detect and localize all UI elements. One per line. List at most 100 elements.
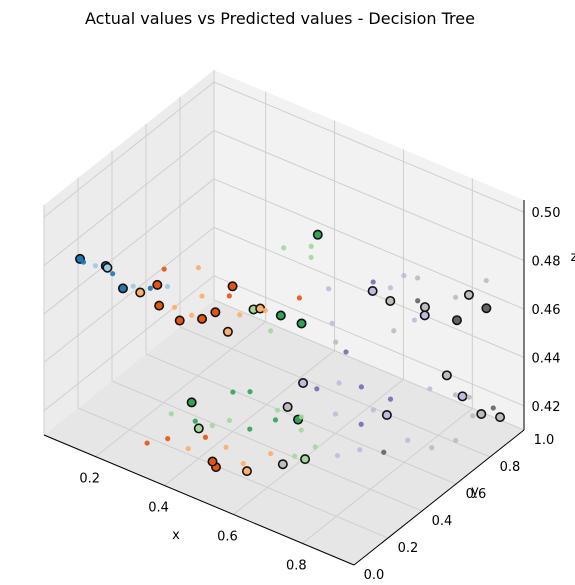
data-point <box>147 285 153 291</box>
data-point <box>326 286 332 292</box>
data-point <box>312 444 318 450</box>
data-point <box>466 394 472 400</box>
data-point <box>329 320 335 326</box>
data-point <box>247 389 253 395</box>
axis-panes <box>44 70 524 565</box>
grid-z-left <box>43 81 215 218</box>
data-point <box>453 437 459 444</box>
data-point-outlined <box>275 310 286 321</box>
y-tick-label: 1.0 <box>534 433 555 448</box>
data-point <box>165 436 171 442</box>
data-point <box>189 312 195 318</box>
z-axis-label: z <box>571 250 575 265</box>
data-point <box>308 254 314 260</box>
data-point <box>391 328 397 334</box>
data-point-outlined <box>197 313 208 324</box>
pane-floor <box>44 300 524 565</box>
data-point-outlined <box>277 459 288 470</box>
z-tick-label: 0.44 <box>532 351 561 366</box>
data-point <box>358 421 364 427</box>
grid-z-back <box>213 130 525 261</box>
data-points <box>75 229 506 477</box>
data-point <box>332 411 339 417</box>
data-point <box>381 449 387 455</box>
data-point-outlined <box>451 315 462 326</box>
grid-z-left <box>43 275 215 412</box>
data-point-outlined <box>210 307 221 318</box>
data-point-outlined <box>207 456 218 467</box>
data-point <box>262 307 268 313</box>
y-tick-label: 0.8 <box>500 460 521 475</box>
grid-z-left <box>43 226 215 363</box>
data-point <box>298 427 304 433</box>
grid-z-left <box>43 178 215 315</box>
data-point <box>343 349 349 355</box>
data-point <box>171 304 178 310</box>
y-tick-label: 0.6 <box>466 487 487 502</box>
data-point-outlined <box>476 408 487 419</box>
data-point <box>334 452 341 459</box>
data-point-outlined <box>457 391 468 402</box>
data-point-outlined <box>296 318 307 329</box>
data-point <box>429 445 435 451</box>
data-point <box>370 407 376 413</box>
grid-x-floor <box>95 321 266 458</box>
data-point-outlined <box>152 279 163 290</box>
x-tick-label: 0.6 <box>217 529 238 544</box>
data-point-outlined <box>441 370 452 381</box>
data-point <box>168 411 174 417</box>
chart-title: Actual values vs Predicted values - Deci… <box>85 9 475 28</box>
data-point <box>230 389 236 395</box>
grid-z-back <box>213 178 525 310</box>
data-point <box>164 283 171 290</box>
data-point <box>387 396 394 402</box>
data-point <box>223 444 229 450</box>
data-point <box>336 380 342 386</box>
data-point <box>272 417 279 423</box>
data-point <box>240 460 246 467</box>
x-tick-label: 0.8 <box>286 558 307 573</box>
x-tick-label: 0.4 <box>148 501 169 516</box>
data-point <box>192 418 198 424</box>
data-point-outlined <box>381 410 392 421</box>
y-axis-label: y <box>471 484 479 499</box>
data-point <box>358 384 364 390</box>
data-point <box>296 295 302 301</box>
data-point <box>387 285 394 291</box>
data-point <box>268 328 274 334</box>
y-tick-label: 0.2 <box>398 541 419 556</box>
pane-back <box>214 70 524 430</box>
grid-y-floor <box>179 326 491 458</box>
data-point <box>427 386 433 392</box>
data-point <box>110 271 116 277</box>
data-point-outlined <box>174 315 185 326</box>
y-tick-label: 0.4 <box>432 514 453 529</box>
data-point <box>144 440 150 446</box>
data-point <box>452 392 459 398</box>
data-point-outlined <box>222 326 233 337</box>
data-point <box>298 414 305 420</box>
tick-labels: 0.2 0.4 0.6 0.8 0.0 0.2 0.4 0.6 0.8 1.0 0.42 0.44 0.… <box>79 206 561 583</box>
data-point <box>209 422 215 429</box>
data-point-outlined <box>241 466 252 477</box>
grid-z-back <box>213 275 525 407</box>
grid-x-floor <box>164 350 335 486</box>
data-point <box>185 446 191 452</box>
data-point <box>411 317 418 323</box>
x-tick-label: 0.2 <box>79 472 100 487</box>
data-point <box>401 273 407 279</box>
y-axis-line <box>353 429 525 566</box>
grid-x-floor <box>302 407 473 544</box>
data-point-outlined <box>117 283 128 294</box>
data-point <box>333 339 339 345</box>
data-point-outlined <box>385 295 396 306</box>
data-point <box>202 434 209 440</box>
data-point <box>370 279 376 285</box>
data-point <box>415 298 421 304</box>
data-point-outlined <box>282 401 293 412</box>
z-tick-label: 0.48 <box>532 255 561 270</box>
data-point <box>226 293 232 299</box>
z-tick-label: 0.50 <box>532 206 561 221</box>
